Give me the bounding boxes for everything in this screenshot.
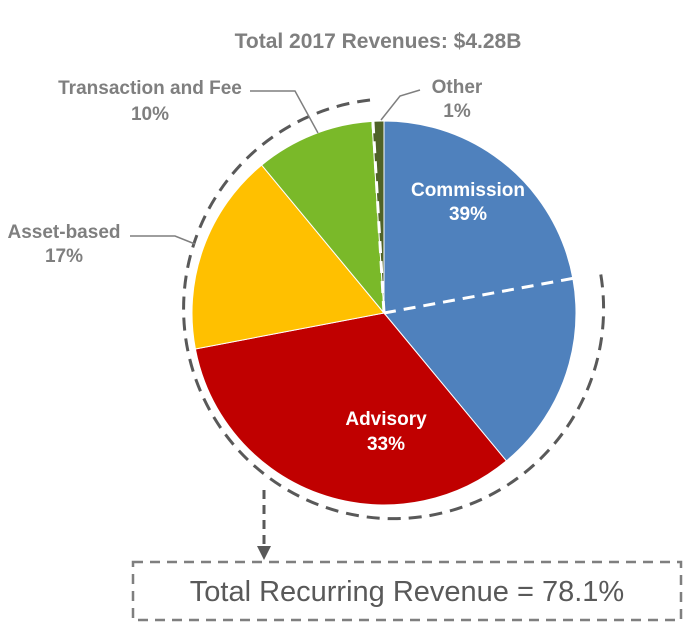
slice-label-advisory: Advisory: [345, 409, 427, 430]
pie-slice-advisory: [194, 312, 508, 506]
slice-label-asset: Asset-based: [8, 222, 121, 243]
slice-percent-asset: 17%: [45, 246, 83, 267]
recurring-arrowhead: [257, 546, 271, 560]
recurring-revenue-box: [131, 560, 683, 622]
pie-slice-commission: [383, 120, 577, 462]
leader-line-other: [380, 89, 421, 121]
recurring-split-line: [383, 276, 576, 315]
slice-percent-commission: 39%: [449, 204, 487, 225]
slice-percent-other: 1%: [443, 101, 471, 122]
slice-percent-transaction: 10%: [131, 104, 169, 125]
slice-percent-advisory: 33%: [367, 434, 405, 455]
chart-title: Total 2017 Revenues: $4.28B: [235, 30, 522, 53]
pie-slices: [191, 120, 577, 506]
recurring-revenue-text: Total Recurring Revenue = 78.1%: [190, 576, 624, 608]
leader-line-asset: [130, 235, 196, 245]
pie-slice-asset-based: [191, 164, 385, 350]
other-split-line: [370, 104, 386, 314]
slice-label-commission: Commission: [411, 180, 525, 201]
pie-slice-transaction-and-fee: [260, 120, 385, 315]
recurring-revenue-arc: [182, 98, 606, 521]
slice-label-transaction: Transaction and Fee: [58, 78, 242, 99]
slice-label-other: Other: [432, 77, 483, 98]
leader-line-transaction: [250, 90, 319, 134]
